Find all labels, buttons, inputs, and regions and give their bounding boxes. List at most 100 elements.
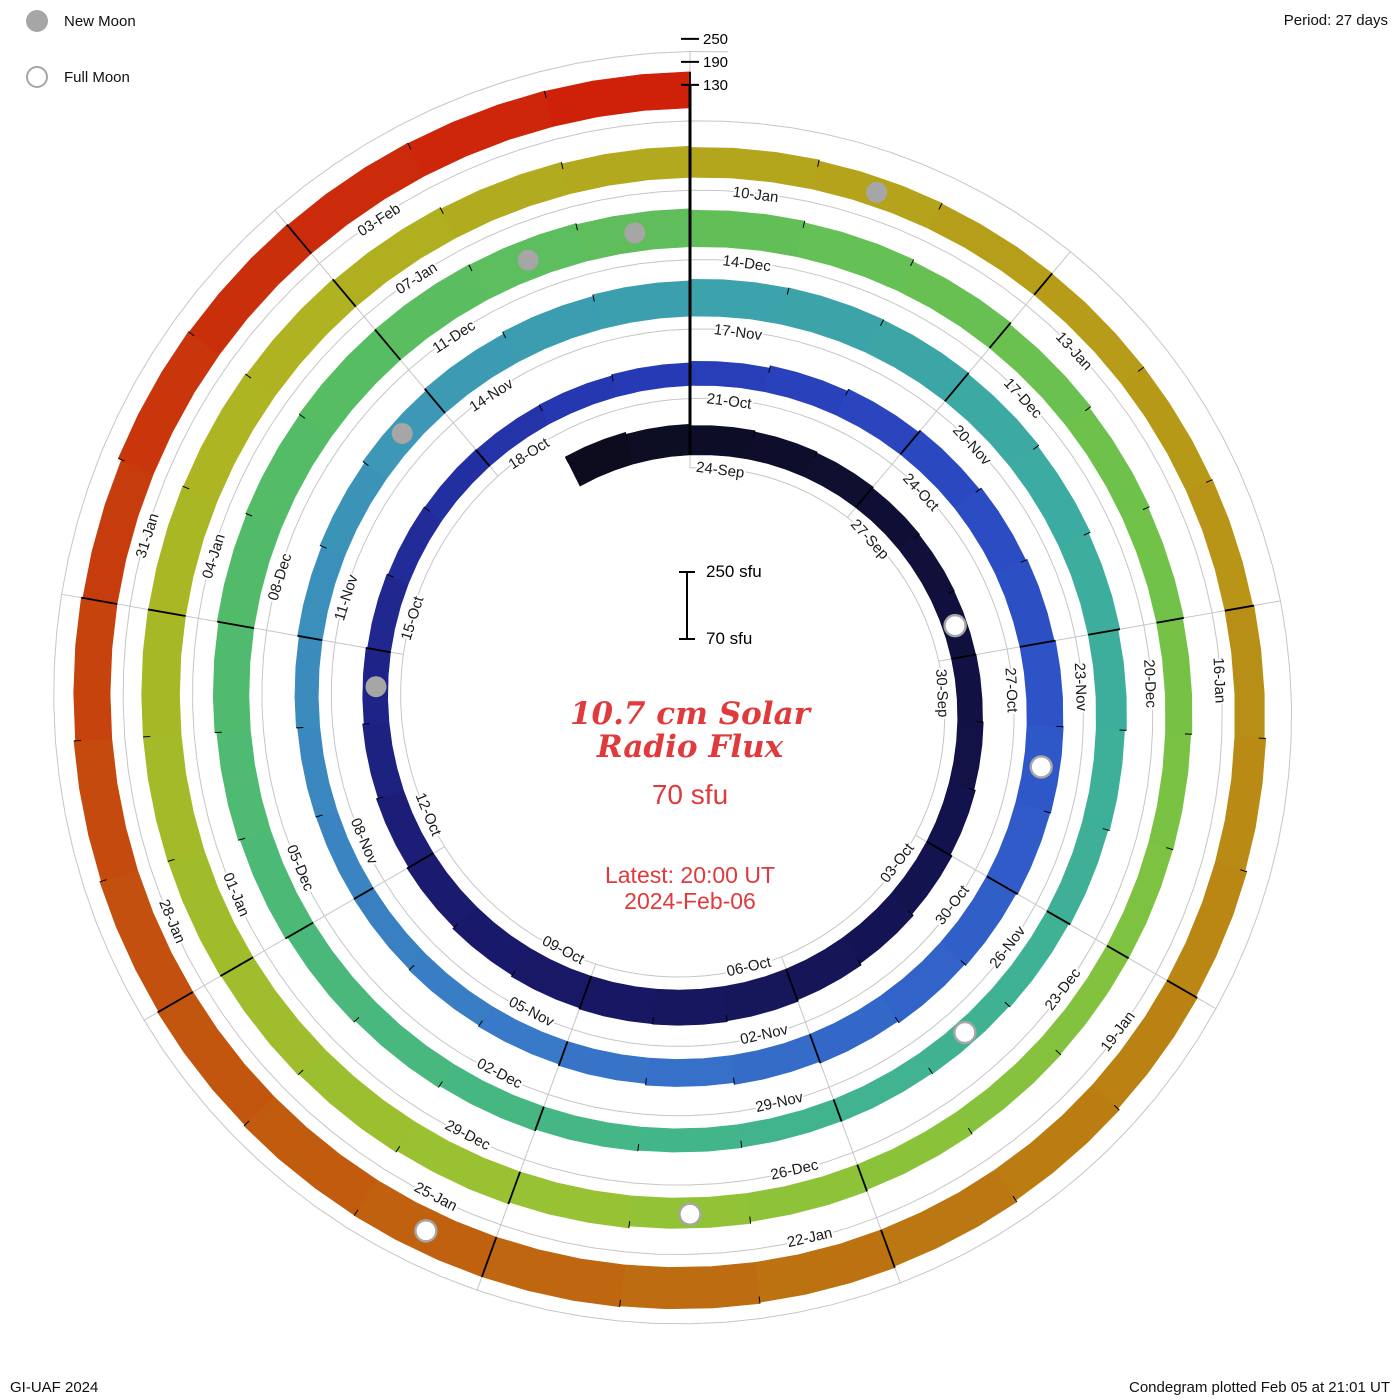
- flux-day-segment: [406, 852, 477, 928]
- date-label: 24-Sep: [695, 459, 745, 482]
- legend-new-moon: New Moon: [26, 10, 136, 32]
- flux-day-segment: [99, 870, 194, 1013]
- flux-day-segment: [956, 1036, 1062, 1134]
- latest-time-line: Latest: 20:00 UT: [604, 862, 776, 888]
- flux-day-segment: [986, 802, 1051, 895]
- flux-day-segment: [294, 635, 323, 729]
- flux-day-segment: [287, 922, 376, 1023]
- flux-day-segment: [645, 1055, 735, 1087]
- flux-day-segment: [408, 953, 493, 1026]
- legend-new-moon-label: New Moon: [64, 12, 136, 30]
- period-label: Period: 27 days: [1283, 12, 1388, 29]
- new-moon-marker: [866, 181, 888, 203]
- flux-day-segment: [611, 362, 691, 397]
- date-label: 23-Nov: [1071, 662, 1090, 712]
- flux-day-segment: [689, 425, 756, 460]
- flux-day-segment: [1081, 728, 1125, 831]
- flux-day-segment: [502, 295, 602, 363]
- flux-day-segment: [730, 1033, 821, 1085]
- flux-day-segment: [625, 423, 691, 465]
- new-moon-marker: [624, 222, 646, 244]
- legend-full-moon-label: Full Moon: [64, 68, 130, 86]
- flux-day-segment: [362, 722, 404, 799]
- flux-day-segment: [1087, 629, 1127, 731]
- flux-day-segment: [619, 1262, 761, 1310]
- flux-day-segment: [216, 513, 282, 629]
- flux-day-segment: [73, 738, 138, 882]
- moon-markers: [365, 181, 1053, 1243]
- flux-day-segment: [989, 323, 1092, 426]
- flux-day-segment: [637, 1124, 743, 1153]
- footer-credit: GI-UAF 2024: [10, 1379, 99, 1396]
- date-label: 14-Dec: [722, 252, 773, 275]
- flux-day-segment: [535, 1106, 642, 1152]
- scalebar-top-label: 250 sfu: [706, 562, 762, 581]
- flux-day-segment: [73, 597, 118, 742]
- flux-day-segment: [747, 431, 818, 478]
- latest-date-line: 2024-Feb-06: [624, 888, 756, 914]
- flux-day-segment: [142, 734, 205, 862]
- flux-day-segment: [689, 147, 820, 190]
- flux-day-segment: [951, 654, 983, 723]
- flux-day-segment: [898, 534, 955, 602]
- legend-full-moon: Full Moon: [26, 66, 130, 88]
- flux-day-segment: [866, 319, 970, 402]
- new-moon-icon: [26, 10, 48, 32]
- date-label: 17-Nov: [713, 321, 764, 344]
- chart-title-line2: Radio Flux: [596, 729, 784, 765]
- flux-day-segment: [804, 452, 874, 508]
- flux-day-segment: [297, 726, 338, 818]
- radial-scale-label: 190: [703, 54, 728, 71]
- flux-day-segment: [948, 720, 984, 791]
- full-moon-icon: [26, 66, 48, 88]
- scale-bar: [679, 571, 695, 640]
- flux-day-segment: [994, 559, 1055, 648]
- flux-day-segment: [353, 887, 427, 970]
- flux-day-segment: [1106, 842, 1174, 959]
- flux-day-segment: [809, 995, 899, 1064]
- flux-day-segment: [1019, 640, 1064, 728]
- flux-day-segment: [245, 414, 332, 529]
- flux-day-segment: [245, 278, 357, 397]
- flux-day-segment: [592, 280, 691, 330]
- date-label: 21-Oct: [706, 390, 754, 413]
- flux-day-segment: [367, 573, 409, 653]
- flux-day-segment: [652, 986, 728, 1026]
- new-moon-marker: [517, 249, 539, 271]
- footer-plotted-time: Condegram plotted Feb 05 at 21:01 UT: [1129, 1379, 1390, 1396]
- flux-day-segment: [835, 388, 920, 455]
- flux-day-segment: [779, 287, 884, 354]
- flux-day-segment: [481, 1236, 625, 1308]
- flux-day-segment: [148, 485, 218, 617]
- flux-day-segment: [212, 621, 255, 734]
- flux-day-segment: [954, 487, 1027, 574]
- flux-day-segment: [561, 145, 691, 195]
- flux-day-segment: [689, 278, 790, 325]
- flux-day-segment: [689, 360, 771, 392]
- latest-flux-value: 70 sfu: [651, 779, 729, 810]
- flux-day-segment: [833, 1053, 933, 1122]
- radial-scale-label: 250: [703, 31, 728, 48]
- flux-day-segment: [1224, 605, 1265, 739]
- chart-title-line1: 10.7 cm Solar: [569, 696, 811, 732]
- flux-day-segment: [1156, 617, 1193, 735]
- flux-day-segment: [424, 449, 491, 521]
- flux-day-segment: [897, 260, 1012, 349]
- flux-day-segment: [578, 975, 658, 1025]
- flux-day-segment: [407, 90, 554, 177]
- flux-day-segment: [478, 1005, 568, 1065]
- flux-day-segment: [795, 222, 915, 292]
- flux-day-segment: [376, 790, 434, 868]
- flux-day-segment: [1214, 736, 1267, 872]
- radial-scale-label: 130: [703, 77, 728, 94]
- new-moon-marker: [391, 422, 413, 444]
- flux-day-segment: [564, 432, 634, 487]
- flux-day-segment: [216, 730, 271, 841]
- flux-day-segment: [1122, 507, 1185, 624]
- full-moon-marker: [1029, 755, 1053, 779]
- flux-day-segment: [689, 209, 806, 257]
- flux-day-segment: [1148, 732, 1192, 850]
- flux-day-segment: [354, 1001, 455, 1088]
